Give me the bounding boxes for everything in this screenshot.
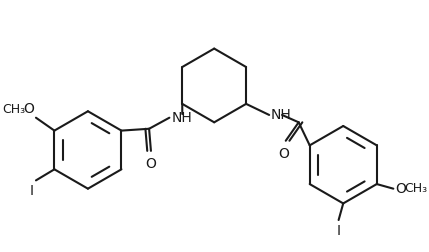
Text: I: I — [30, 184, 34, 198]
Text: I: I — [337, 224, 341, 238]
Text: CH₃: CH₃ — [2, 103, 25, 116]
Text: NH: NH — [271, 108, 292, 122]
Text: NH: NH — [171, 111, 192, 125]
Text: O: O — [278, 147, 289, 161]
Text: CH₃: CH₃ — [405, 182, 428, 195]
Text: O: O — [395, 182, 406, 196]
Text: O: O — [23, 102, 34, 116]
Text: O: O — [145, 157, 157, 171]
